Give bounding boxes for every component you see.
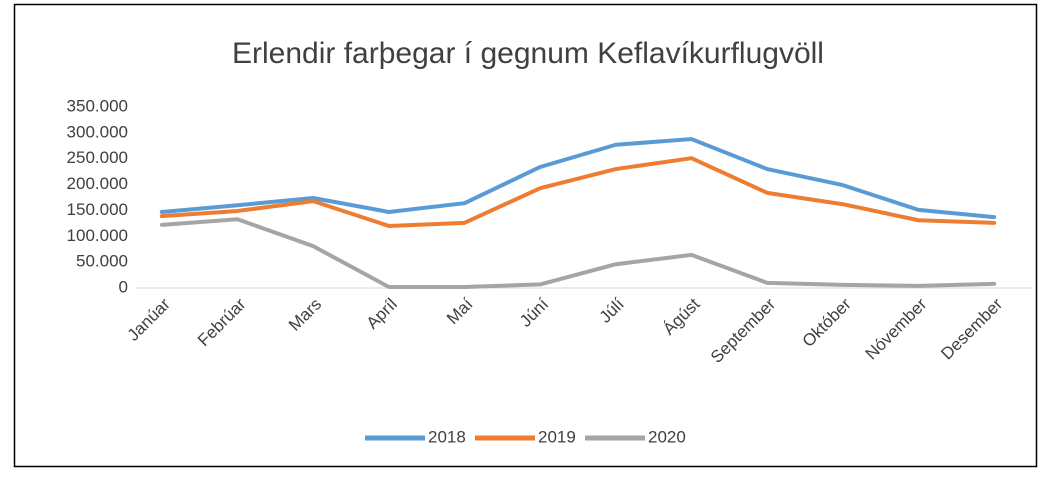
series-line xyxy=(159,217,997,289)
series-line xyxy=(159,156,997,228)
chart-title: Erlendir farþegar í gegnum Keflavíkurflu… xyxy=(232,37,824,70)
y-tick-label: 150.000 xyxy=(67,200,128,219)
y-tick-label: 350.000 xyxy=(67,96,128,115)
y-tick-label: 0 xyxy=(119,277,128,296)
series-line xyxy=(159,137,997,220)
legend-label: 2019 xyxy=(538,427,576,446)
legend-label: 2020 xyxy=(648,427,686,446)
legend-label: 2018 xyxy=(428,427,466,446)
y-tick-label: 50.000 xyxy=(76,252,128,271)
y-tick-label: 200.000 xyxy=(67,174,128,193)
y-tick-label: 250.000 xyxy=(67,148,128,167)
chart-frame xyxy=(13,3,1038,468)
y-tick-label: 100.000 xyxy=(67,226,128,245)
y-tick-label: 300.000 xyxy=(67,122,128,141)
